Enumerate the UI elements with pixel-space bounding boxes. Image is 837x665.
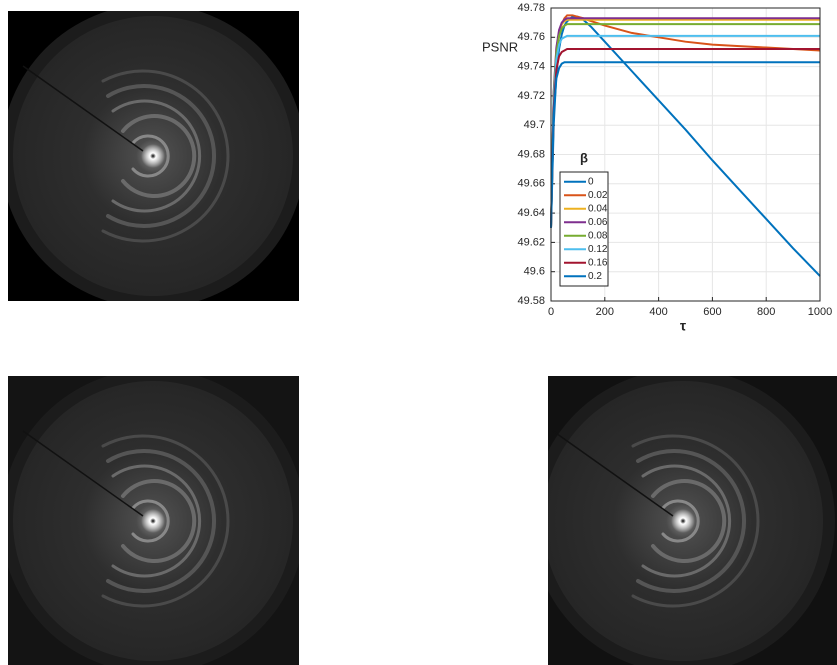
legend-label: 0.2 [588,271,602,282]
x-tick-label: 1000 [808,306,832,318]
y-tick-label: 49.72 [517,90,545,102]
series-line [550,48,820,228]
legend-title: β [580,150,588,165]
y-tick-label: 49.68 [517,148,545,160]
legend-label: 0.12 [588,244,608,255]
y-tick-label: 49.78 [517,2,545,14]
y-tick-label: 49.64 [517,207,545,219]
series-line [550,23,820,228]
y-tick-label: 49.6 [524,266,545,278]
x-tick-label: 600 [703,306,721,318]
y-tick-label: 49.66 [517,178,545,190]
legend-label: 0.06 [588,217,608,228]
x-tick-label: 200 [596,306,614,318]
diffraction-image-noisy [8,376,299,665]
x-axis-label: τ [680,318,687,334]
y-axis-label: PSNR [482,39,518,54]
series-line [550,61,820,228]
diffraction-image [8,11,299,301]
x-tick-label: 800 [757,306,775,318]
diffraction-image-denoised [548,376,837,665]
y-tick-label: 49.7 [524,119,545,131]
plot-frame [550,7,821,302]
y-tick-label: 49.62 [517,236,545,248]
legend-label: 0.04 [588,203,608,214]
y-tick-label: 49.58 [517,295,545,307]
y-tick-label: 49.74 [517,61,545,73]
chart: PSNR τ 49.58 49.6 49.62 49.64 49.66 49.68 49.7… [482,2,832,334]
legend-label: 0.16 [588,257,608,268]
series-line [550,17,820,228]
x-tick-label: 0 [548,306,554,318]
legend-box [559,171,609,287]
y-tick-label: 49.76 [517,31,545,43]
series-line [550,34,820,228]
legend-label: 0.02 [588,190,608,201]
legend-label: 0 [588,176,594,187]
legend-label: 0.08 [588,230,608,241]
x-tick-label: 400 [649,306,667,318]
